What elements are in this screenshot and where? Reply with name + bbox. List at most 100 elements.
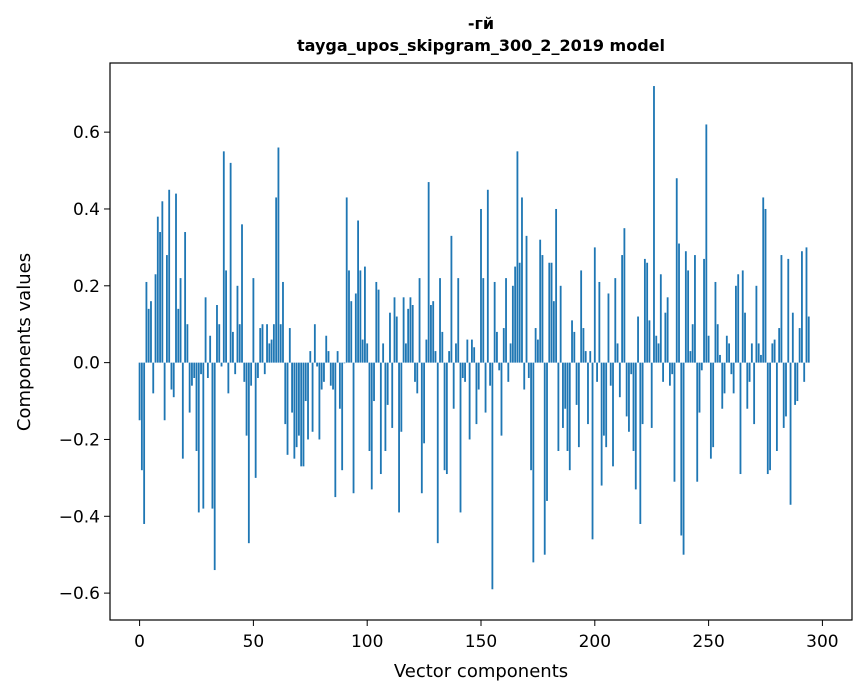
bar [277,147,280,363]
bar [229,162,232,363]
bar [352,362,355,494]
bar [700,362,703,371]
bar [225,270,227,363]
x-tick-label: 50 [243,632,265,652]
bar [791,312,794,363]
bar [612,362,614,467]
bar [177,308,180,363]
bar [298,362,300,436]
bar [543,362,546,555]
bar [473,347,476,363]
bar [511,285,514,363]
bar [318,362,321,440]
bar [666,297,669,363]
bar [748,362,751,382]
bar [389,312,391,363]
bar [377,289,380,363]
bar [300,362,303,467]
bar [650,362,653,428]
bar [163,362,166,421]
bar [684,251,687,363]
bar [548,262,551,363]
bar [523,362,526,390]
x-axis-label: Vector components [394,661,568,682]
bar [609,362,612,386]
bar [760,354,762,363]
bar [496,331,498,363]
bar [150,301,152,363]
bar [787,258,790,363]
bar [188,362,191,413]
bar [434,351,437,363]
bar [491,362,494,590]
bar [309,351,312,363]
bar [757,343,760,363]
bar [694,255,696,363]
x-tick-label: 150 [465,632,497,652]
bar [202,362,205,509]
bar [334,362,337,498]
bar [628,362,630,432]
bar [384,362,387,451]
bar [293,362,296,459]
bar [168,189,171,363]
y-axis-label: Components values [14,253,35,431]
bar [714,281,717,363]
bar [664,312,667,363]
bar [486,189,489,363]
bar [307,362,309,440]
bar [630,362,633,375]
bar [455,343,457,363]
bar [270,339,273,363]
bar [325,335,328,363]
y-tick-label: −0.2 [59,430,100,450]
bar [689,351,692,363]
bar [803,362,806,382]
bar [735,285,737,363]
bar [195,362,198,451]
bar [411,305,414,363]
bar [448,351,451,363]
bar [159,232,161,363]
bar [596,362,598,382]
bar [514,266,517,363]
y-tick-label: −0.6 [59,584,100,604]
bar [571,320,573,363]
bar [193,362,196,378]
bar [805,247,808,363]
x-axis-ticks: 0 50 100 150 200 250 300 [134,620,839,652]
bar [175,193,177,363]
bar [343,362,346,364]
x-tick-label: 0 [134,632,145,652]
bar [564,362,567,409]
bar [605,362,608,448]
bar [345,197,348,363]
bar [525,235,528,363]
bar [680,362,683,536]
bar [762,197,765,363]
bar [459,362,462,513]
bar [416,362,419,394]
bar [443,362,446,471]
bar [705,124,708,363]
bar [373,362,375,402]
bar [391,362,394,428]
bar [272,324,275,363]
bar [156,216,159,363]
bar [400,362,403,432]
bar [500,362,503,436]
bar [723,362,726,394]
bar [728,343,730,363]
bar [450,235,453,363]
bar [696,362,699,482]
bar [669,362,671,386]
bar [719,354,721,363]
bar [398,362,400,513]
bar [213,362,216,571]
bar [541,255,544,363]
bar [566,362,569,451]
bar [238,324,241,363]
bar [245,362,248,436]
bar [807,316,810,363]
bar [254,362,257,478]
